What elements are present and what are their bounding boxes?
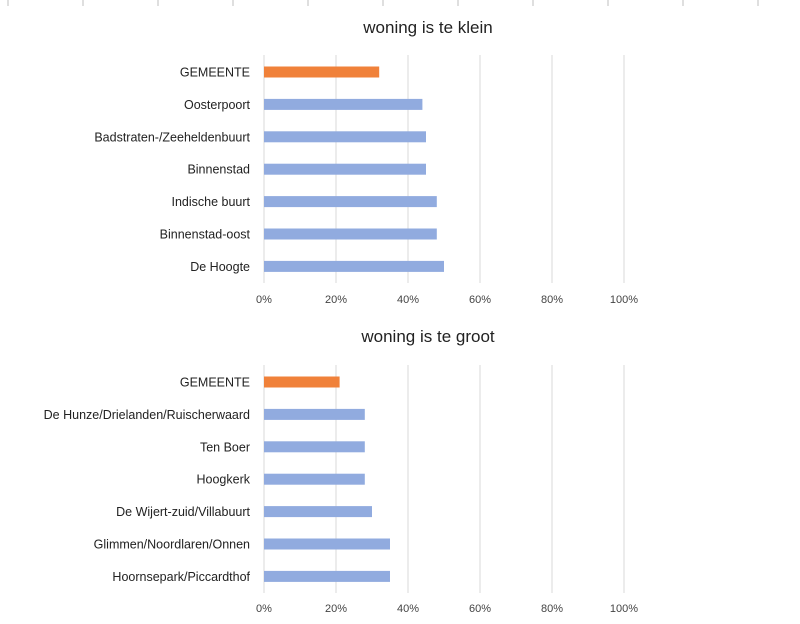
category-label: De Hunze/Drielanden/Ruischerwaard: [44, 408, 250, 422]
category-label: Ten Boer: [200, 440, 250, 454]
x-tick-label: 100%: [610, 603, 638, 615]
category-label: Hoogkerk: [197, 473, 251, 487]
bar: [264, 538, 390, 550]
category-label: Oosterpoort: [184, 98, 251, 112]
category-label: De Wijert-zuid/Villabuurt: [116, 505, 250, 519]
bar: [264, 66, 380, 78]
category-labels: GEMEENTE Oosterpoort Badstraten-/Zeehelden…: [94, 66, 250, 274]
bar: [264, 570, 390, 582]
x-tick-label: 40%: [397, 294, 419, 306]
x-tick-label: 80%: [541, 294, 563, 306]
bar: [264, 376, 340, 388]
x-tick-label: 40%: [397, 603, 419, 615]
category-label: Glimmen/Noordlaren/Onnen: [94, 538, 250, 552]
x-tick-label: 20%: [325, 294, 347, 306]
category-label: Binnenstad-oost: [160, 228, 251, 242]
top-tick-marks: [7, 0, 759, 6]
category-label: De Hoogte: [190, 260, 250, 274]
chart-woning-te-groot: woning is te groot GEMEENTE De Hunze/Drie…: [44, 327, 639, 615]
x-tick-label: 80%: [541, 603, 563, 615]
x-tick-labels: 0% 20% 40% 60% 80% 100%: [256, 603, 638, 615]
bar: [264, 163, 426, 175]
bar: [264, 196, 437, 208]
bar: [264, 98, 423, 110]
x-tick-label: 60%: [469, 294, 491, 306]
category-label: Binnenstad: [187, 163, 250, 177]
bar: [264, 228, 437, 240]
bars: [264, 66, 444, 272]
x-tick-label: 20%: [325, 603, 347, 615]
bar: [264, 473, 365, 485]
x-tick-label: 0%: [256, 294, 272, 306]
bar: [264, 131, 426, 143]
bar: [264, 441, 365, 453]
x-tick-label: 60%: [469, 603, 491, 615]
chart-title: woning is te groot: [360, 327, 495, 346]
category-label: Hoornsepark/Piccardthof: [112, 570, 250, 584]
bar: [264, 408, 365, 420]
category-label: Badstraten-/Zeeheldenbuurt: [94, 130, 250, 144]
chart-woning-te-klein: woning is te klein GEMEENTE Oosterpoort Ba…: [94, 18, 638, 306]
bar: [264, 260, 444, 272]
chart-title: woning is te klein: [362, 18, 492, 37]
x-tick-label: 0%: [256, 603, 272, 615]
category-label: Indische buurt: [171, 195, 250, 209]
category-label: GEMEENTE: [180, 376, 250, 390]
x-tick-label: 100%: [610, 294, 638, 306]
bar: [264, 506, 372, 518]
x-tick-labels: 0% 20% 40% 60% 80% 100%: [256, 294, 638, 306]
category-labels: GEMEENTE De Hunze/Drielanden/Ruischerwaar…: [44, 376, 251, 584]
category-label: GEMEENTE: [180, 66, 250, 80]
bars: [264, 376, 390, 582]
